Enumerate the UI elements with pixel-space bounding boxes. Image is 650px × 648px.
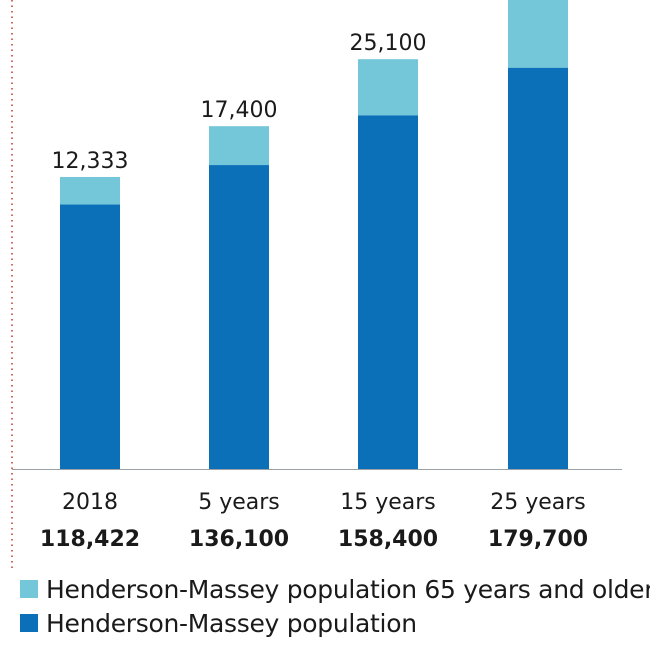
legend-swatch-population — [20, 614, 38, 632]
x-tick-label: 2018 — [62, 490, 118, 515]
x-tick-total: 179,700 — [488, 527, 588, 552]
legend-label-population: Henderson-Massey population — [46, 608, 417, 638]
legend-item-population: Henderson-Massey population — [20, 608, 650, 638]
x-tick-label: 25 years — [490, 490, 586, 515]
bar-65-plus — [60, 176, 120, 205]
x-tick-total: 136,100 — [189, 527, 289, 552]
x-tick-total: 118,422 — [40, 527, 140, 552]
data-label-65-plus: 12,333 — [52, 149, 129, 174]
x-tick-label: 5 years — [198, 490, 280, 515]
bar-population — [60, 204, 120, 469]
bar-population — [358, 115, 418, 470]
bar-65-plus — [358, 59, 418, 116]
legend-label-65-plus: Henderson-Massey population 65 years and… — [46, 574, 650, 604]
x-tick-total: 158,400 — [338, 527, 438, 552]
data-label-65-plus: 17,400 — [201, 98, 278, 123]
data-label-65-plus: 25,100 — [350, 31, 427, 56]
bar-65-plus — [508, 0, 568, 68]
legend-swatch-65-plus — [20, 580, 38, 598]
bar-65-plus — [209, 126, 269, 166]
chart: 12,333 2018 118,422 17,400 5 years 136,100 25,… — [11, 0, 622, 568]
legend: Henderson-Massey population 65 years and… — [20, 574, 650, 642]
bar-population — [209, 165, 269, 469]
bar-population — [508, 67, 568, 470]
x-tick-label: 15 years — [340, 490, 436, 515]
legend-item-65-plus: Henderson-Massey population 65 years and… — [20, 574, 650, 604]
